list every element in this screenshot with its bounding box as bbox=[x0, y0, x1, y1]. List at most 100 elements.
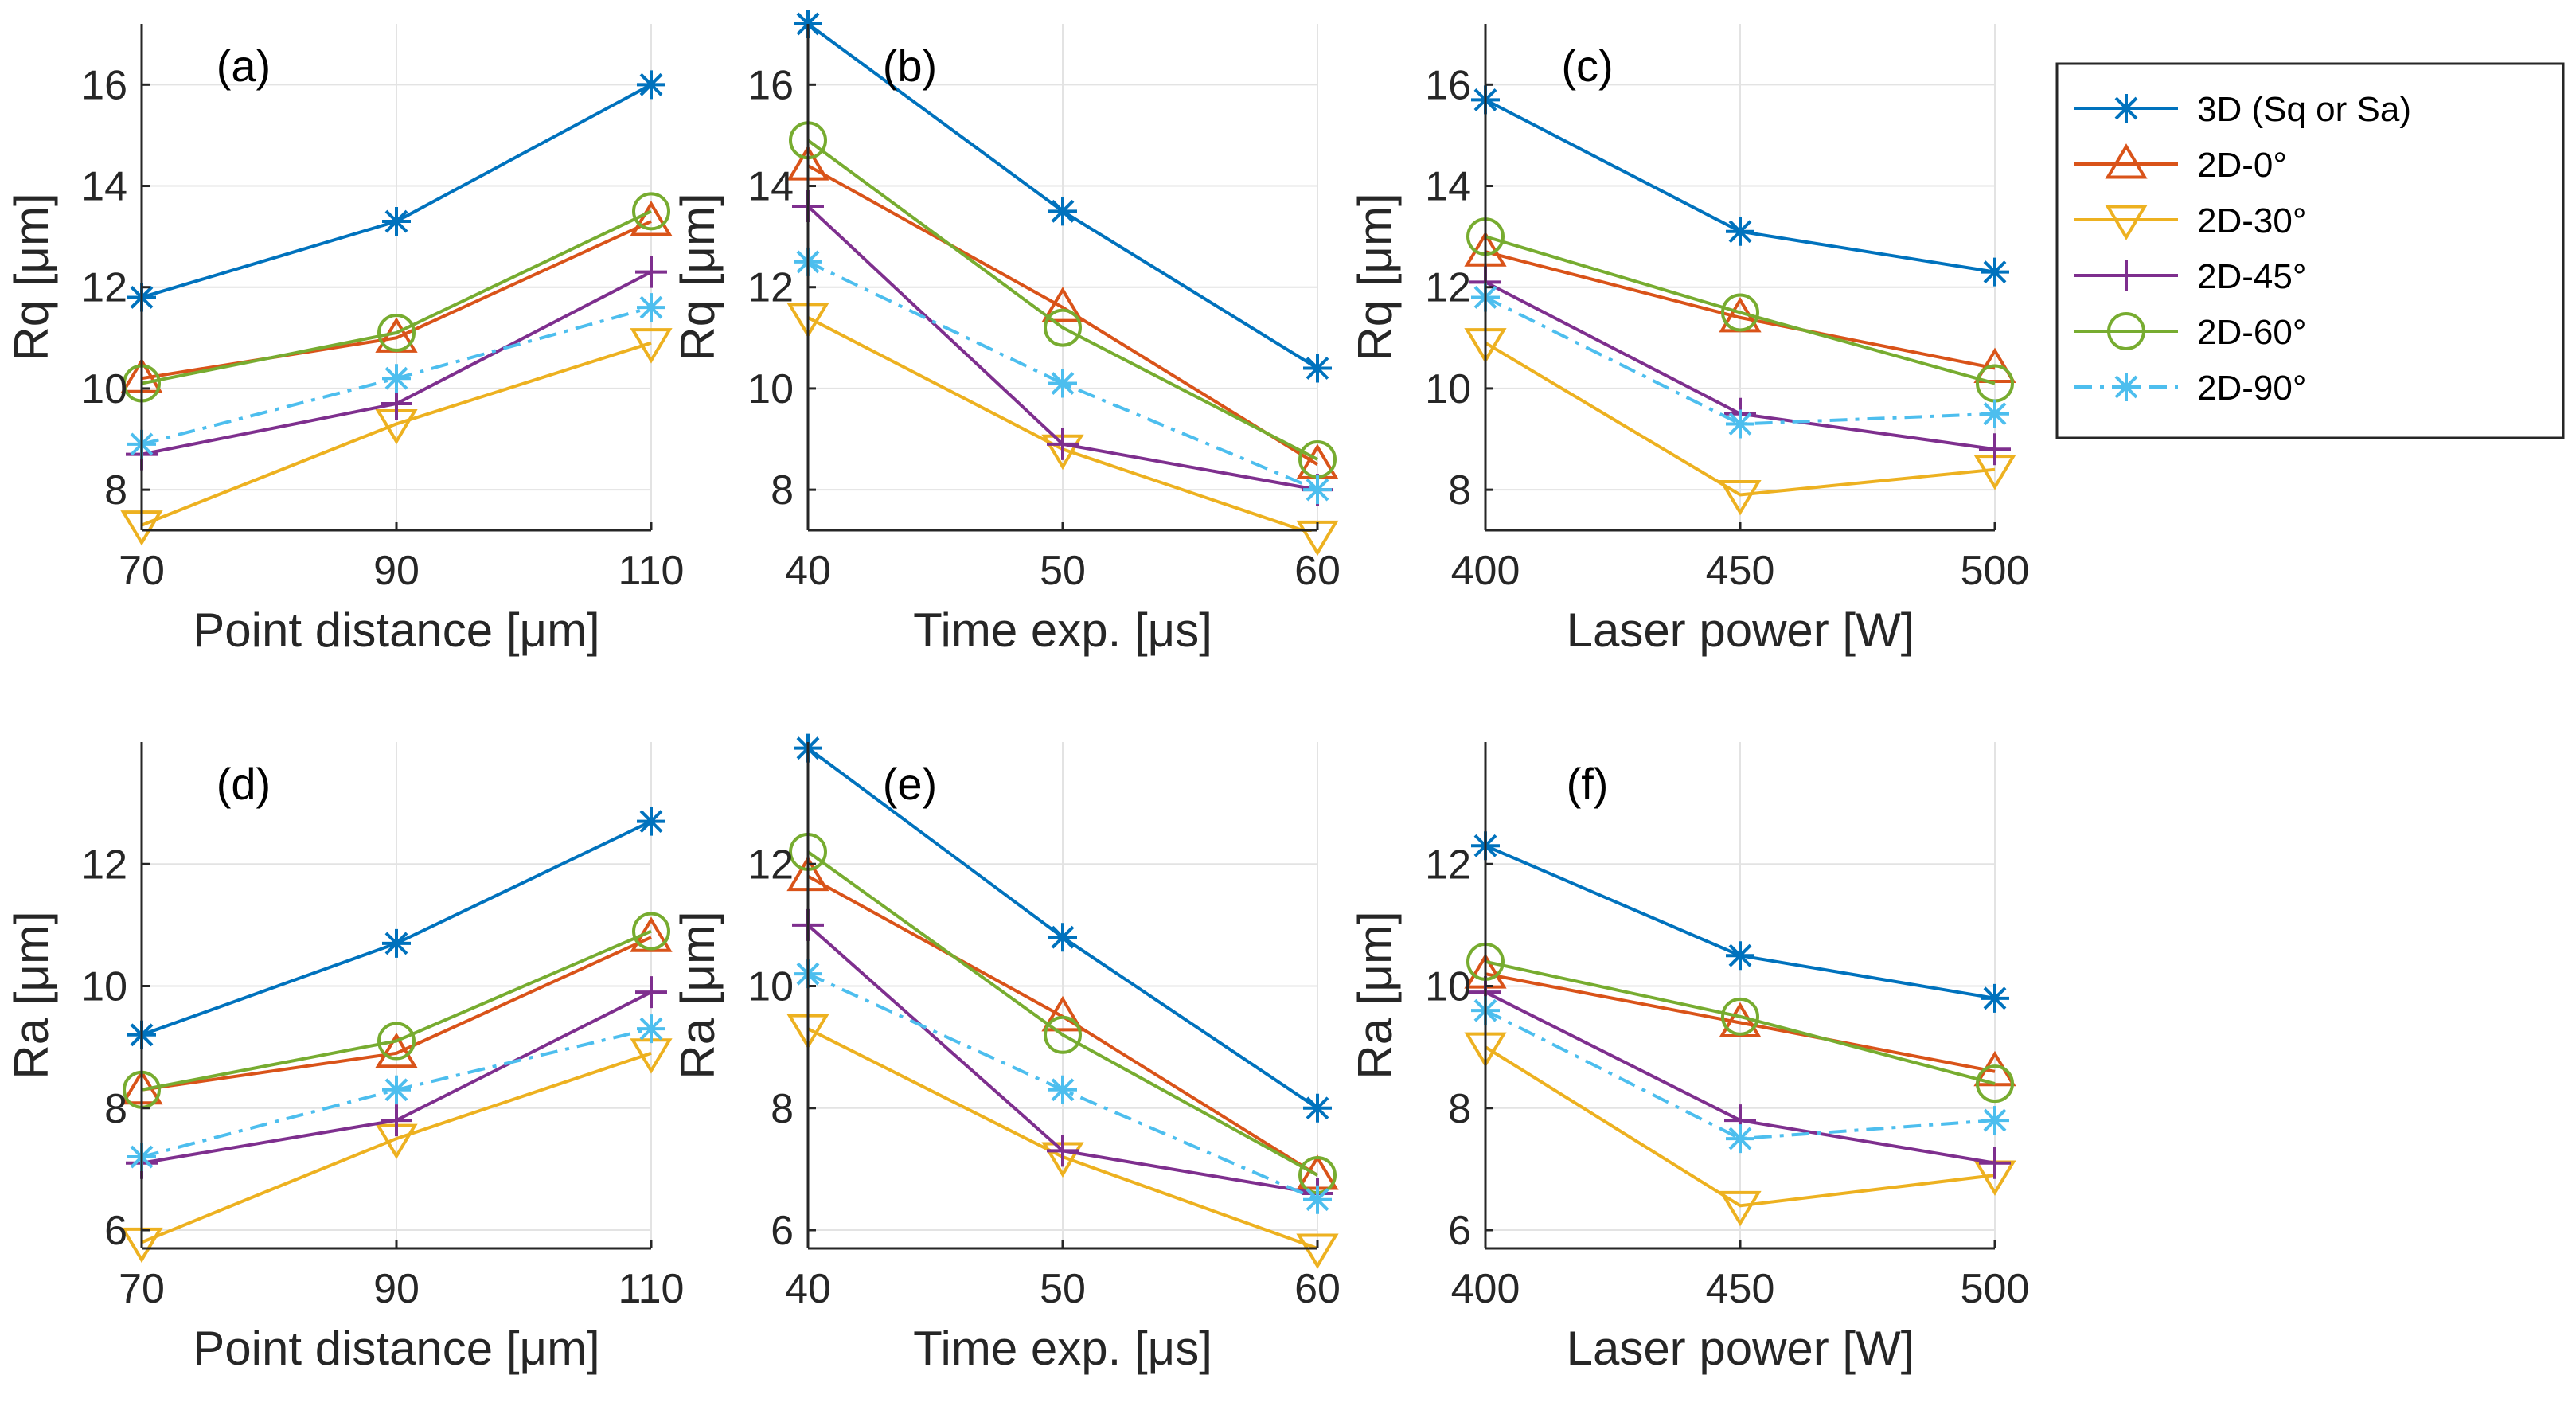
data-point bbox=[1973, 347, 2016, 383]
series-line bbox=[1485, 959, 1996, 1086]
x-tick-label: 400 bbox=[1451, 1266, 1520, 1312]
series-line bbox=[807, 260, 1318, 491]
series-line bbox=[141, 220, 652, 381]
legend-entry-2d-0deg: 2D-0° bbox=[2074, 143, 2287, 185]
y-tick-label: 6 bbox=[1448, 1208, 1471, 1254]
panel-label: (c) bbox=[1561, 41, 1613, 91]
series-line bbox=[141, 341, 652, 527]
data-point bbox=[1979, 433, 2011, 466]
data-point bbox=[1303, 1093, 1332, 1123]
legend-swatch-marker bbox=[2105, 143, 2148, 179]
panel-label: (d) bbox=[217, 759, 271, 809]
y-axis-label: Rq [μm] bbox=[5, 193, 58, 361]
x-tick-label: 110 bbox=[619, 548, 685, 594]
data-point bbox=[1721, 293, 1759, 332]
data-point bbox=[1044, 1015, 1082, 1054]
x-axis-label: Laser power [W] bbox=[1567, 1322, 1914, 1375]
data-point bbox=[1303, 475, 1332, 505]
legend-entry-2d-60deg: 2D-60° bbox=[2074, 312, 2306, 352]
data-point bbox=[1726, 1124, 1754, 1154]
series-line bbox=[141, 1051, 652, 1244]
series-line bbox=[806, 850, 1318, 1177]
series-line bbox=[141, 929, 652, 1092]
data-point bbox=[377, 1022, 416, 1061]
panel-label: (e) bbox=[883, 759, 937, 809]
x-tick-label: 70 bbox=[119, 548, 165, 594]
data-point bbox=[1047, 1135, 1079, 1167]
panel-b: 40 50 60 8 10 12 14 16 Time exp. [μs] Rq [μm] (b) bbox=[671, 10, 1341, 657]
data-point bbox=[377, 313, 416, 352]
data-point bbox=[1719, 1190, 1762, 1227]
legend-box bbox=[2055, 62, 2565, 439]
y-tick-label: 12 bbox=[747, 265, 794, 311]
y-tick-label: 8 bbox=[104, 467, 127, 514]
series-line bbox=[1485, 250, 1996, 370]
data-point bbox=[637, 70, 665, 100]
x-tick-label: 50 bbox=[1040, 1266, 1086, 1312]
legend-label: 3D (Sq or Sa) bbox=[2197, 90, 2411, 129]
legend-swatch-marker bbox=[2107, 312, 2145, 350]
data-point bbox=[1719, 479, 1762, 516]
data-point bbox=[381, 1104, 412, 1137]
x-tick-label: 500 bbox=[1961, 548, 2030, 594]
y-tick-label: 12 bbox=[81, 265, 127, 311]
y-tick-label: 10 bbox=[747, 366, 794, 412]
x-axis-label: Time exp. [μs] bbox=[913, 604, 1212, 657]
legend-swatch-marker bbox=[2110, 260, 2142, 291]
panel-e: 40 50 60 6 8 10 12 Time exp. [μs] Ra [μm] (e) bbox=[671, 733, 1341, 1375]
data-point bbox=[382, 928, 411, 958]
data-point bbox=[637, 807, 665, 836]
series-line bbox=[807, 972, 1318, 1201]
data-point bbox=[381, 388, 412, 420]
legend-entry-3d-sq-or-sa: 3D (Sq or Sa) bbox=[2074, 90, 2411, 129]
legend-label: 2D-60° bbox=[2197, 313, 2306, 352]
series-line bbox=[141, 209, 652, 385]
y-axis-label: Rq [μm] bbox=[671, 193, 724, 361]
data-point bbox=[1048, 1075, 1077, 1104]
y-tick-label: 8 bbox=[1448, 467, 1471, 514]
legend-swatch-marker bbox=[2105, 205, 2148, 240]
y-tick-label: 6 bbox=[104, 1208, 127, 1254]
y-axis-label: Rq [μm] bbox=[1348, 193, 1402, 361]
x-tick-label: 450 bbox=[1706, 1266, 1775, 1312]
data-point bbox=[1303, 1185, 1332, 1214]
data-point bbox=[630, 328, 673, 364]
data-point bbox=[1047, 428, 1079, 460]
x-tick-label: 40 bbox=[785, 1266, 831, 1312]
data-point bbox=[1981, 257, 2009, 287]
x-tick-label: 500 bbox=[1961, 1266, 2030, 1312]
series-line bbox=[1485, 295, 1996, 426]
data-point bbox=[1721, 997, 1759, 1036]
panel-a: 70 90 110 8 10 12 14 16 Point distance [μm] Rq [μ… bbox=[5, 24, 684, 657]
x-tick-label: 450 bbox=[1706, 548, 1775, 594]
data-point bbox=[1048, 369, 1077, 398]
data-point bbox=[635, 976, 667, 1009]
data-point bbox=[1726, 409, 1754, 439]
series-line bbox=[1485, 1009, 1996, 1141]
x-axis-label: Laser power [W] bbox=[1567, 604, 1914, 657]
x-tick-label: 90 bbox=[373, 1266, 420, 1312]
data-point bbox=[1296, 520, 1339, 557]
series-line bbox=[141, 936, 652, 1092]
data-point bbox=[1296, 1233, 1339, 1269]
x-axis-label: Point distance [μm] bbox=[193, 604, 599, 657]
legend-entry-2d-45deg: 2D-45° bbox=[2074, 257, 2306, 296]
data-point bbox=[1976, 1064, 2014, 1104]
y-tick-label: 8 bbox=[1448, 1086, 1471, 1132]
y-tick-label: 10 bbox=[81, 366, 127, 412]
y-tick-label: 16 bbox=[1425, 62, 1471, 108]
y-tick-label: 14 bbox=[1425, 164, 1471, 210]
x-axis-label: Point distance [μm] bbox=[193, 1322, 599, 1375]
x-tick-label: 50 bbox=[1040, 548, 1086, 594]
y-tick-label: 6 bbox=[771, 1208, 794, 1254]
y-tick-label: 10 bbox=[1425, 964, 1471, 1010]
panel-label: (b) bbox=[883, 41, 937, 91]
legend-entry-2d-30deg: 2D-30° bbox=[2074, 201, 2306, 240]
series-line bbox=[1485, 972, 1996, 1073]
y-tick-label: 14 bbox=[81, 164, 127, 210]
y-tick-label: 16 bbox=[747, 62, 794, 108]
data-point bbox=[1044, 308, 1082, 347]
series-2d-90deg bbox=[127, 1014, 665, 1172]
x-tick-label: 90 bbox=[373, 548, 420, 594]
